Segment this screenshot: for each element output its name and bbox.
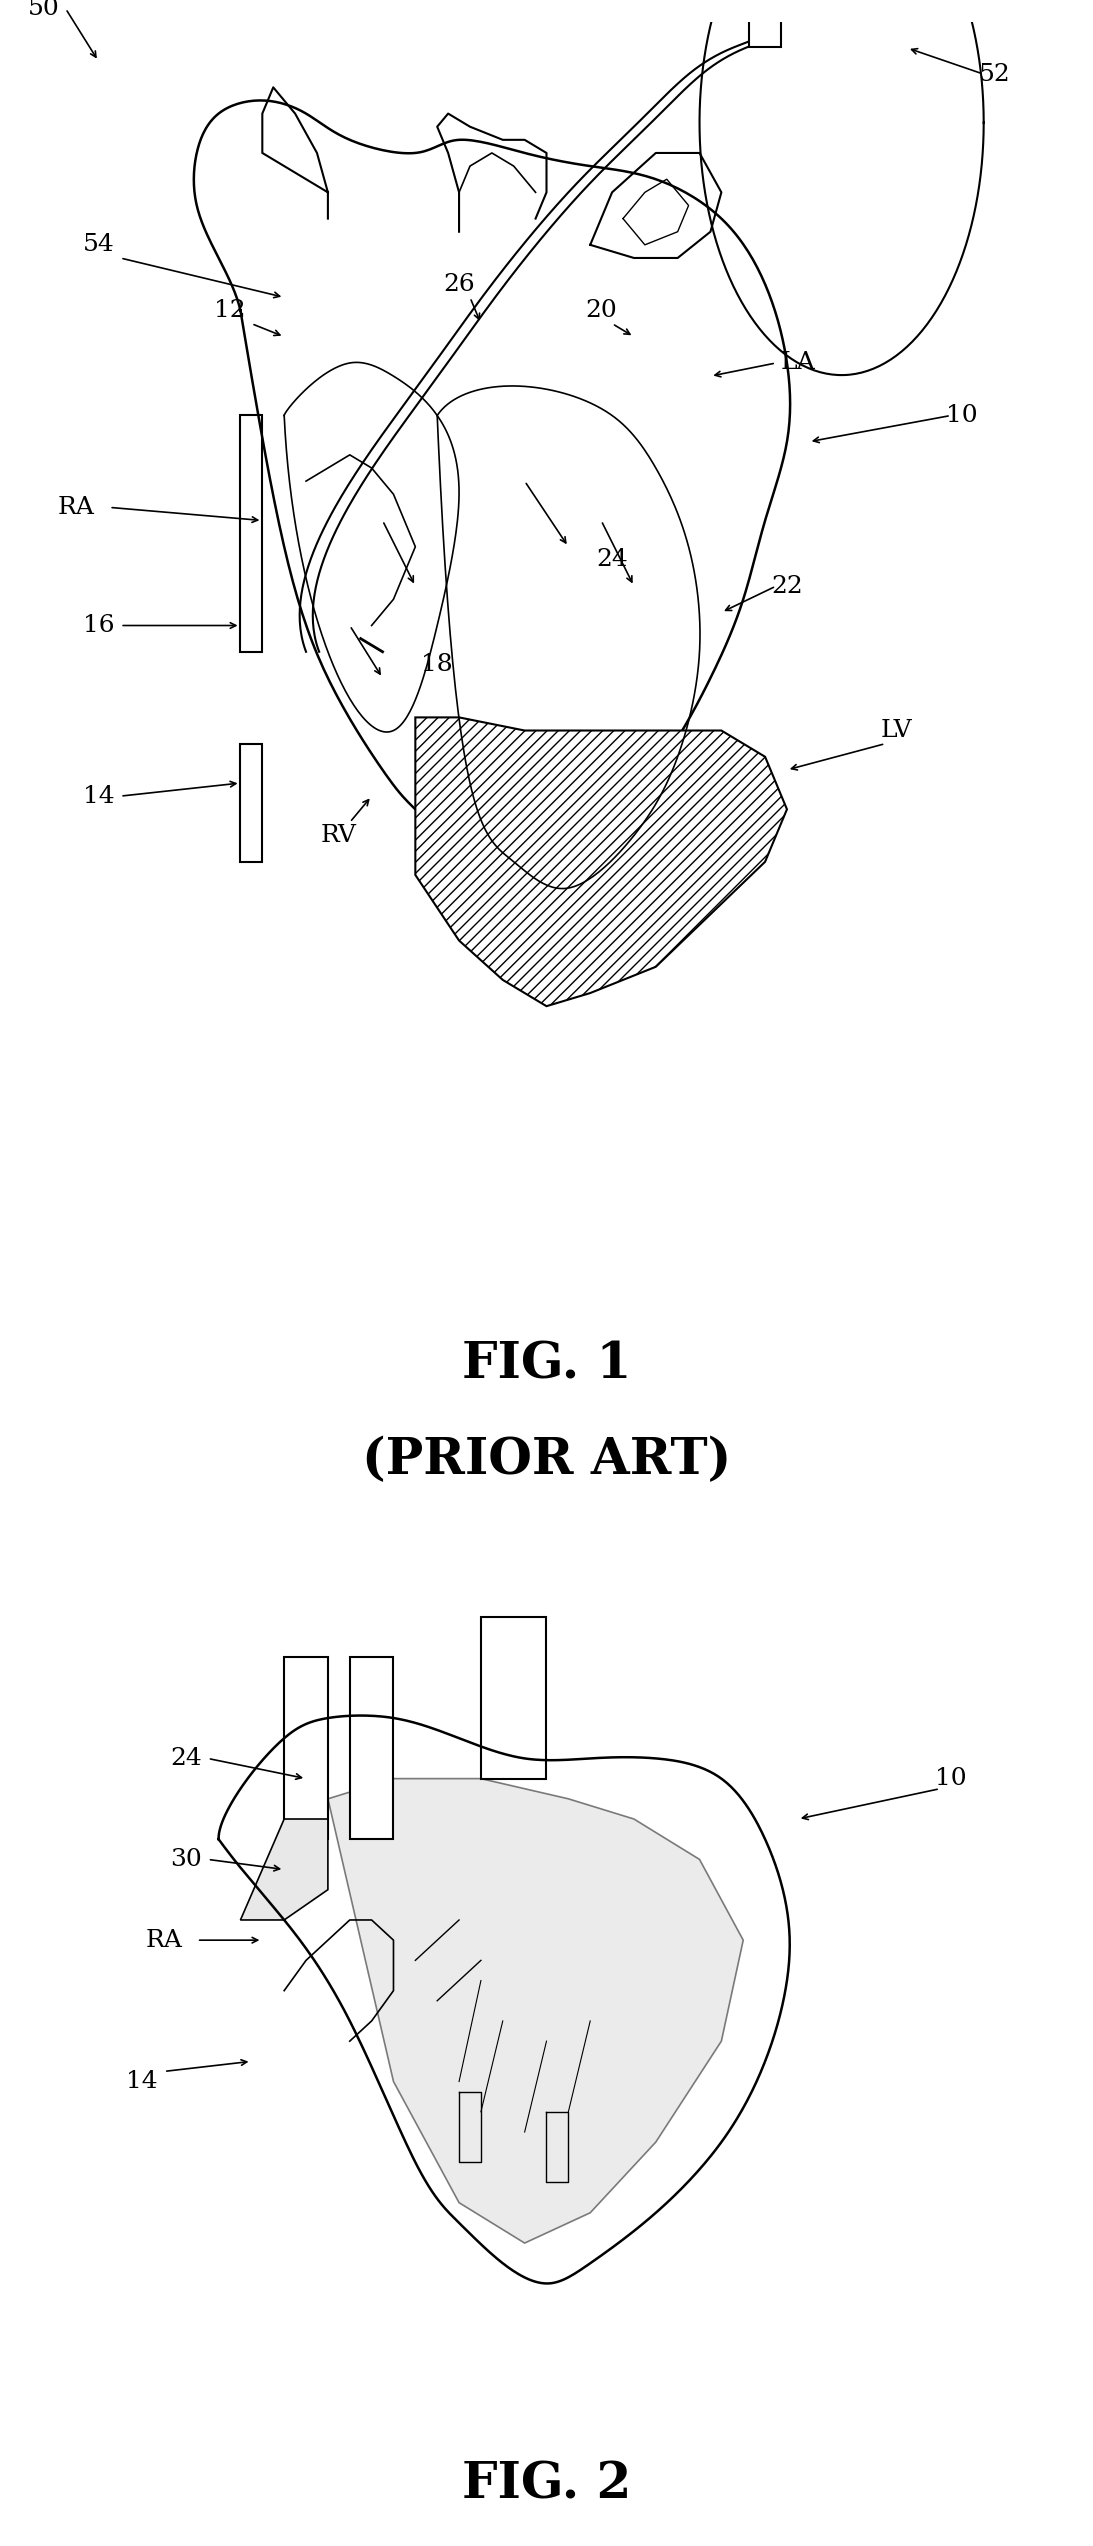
Bar: [749, 3, 781, 48]
Polygon shape: [481, 1617, 546, 1780]
Text: 16: 16: [83, 614, 114, 636]
Text: 22: 22: [771, 575, 803, 598]
Text: 12: 12: [214, 298, 245, 321]
Text: 30: 30: [169, 1848, 202, 1871]
Text: RA: RA: [145, 1930, 183, 1953]
Text: FIG. 2: FIG. 2: [462, 2462, 631, 2510]
Polygon shape: [328, 1780, 743, 2243]
Text: 50: 50: [27, 0, 60, 20]
Text: 14: 14: [83, 784, 114, 807]
Text: 10: 10: [936, 1767, 966, 1790]
Text: FIG. 1: FIG. 1: [462, 1339, 631, 1390]
Text: LA: LA: [780, 351, 815, 374]
Text: 18: 18: [422, 654, 453, 677]
Text: LV: LV: [881, 718, 912, 741]
Text: 54: 54: [82, 234, 115, 257]
Polygon shape: [284, 1657, 328, 1838]
Polygon shape: [415, 718, 787, 1006]
Text: 52: 52: [978, 64, 1011, 87]
Text: 24: 24: [596, 547, 628, 570]
Text: 24: 24: [169, 1747, 202, 1769]
Text: RV: RV: [321, 825, 356, 848]
Polygon shape: [350, 1657, 393, 1838]
Polygon shape: [240, 1818, 328, 1920]
Text: (PRIOR ART): (PRIOR ART): [362, 1436, 731, 1484]
Polygon shape: [240, 415, 262, 652]
Text: 26: 26: [443, 272, 475, 295]
Text: 20: 20: [585, 298, 618, 321]
Text: 14: 14: [127, 2070, 157, 2093]
Text: 10: 10: [947, 405, 977, 428]
Text: RA: RA: [58, 496, 95, 519]
Polygon shape: [240, 743, 262, 861]
